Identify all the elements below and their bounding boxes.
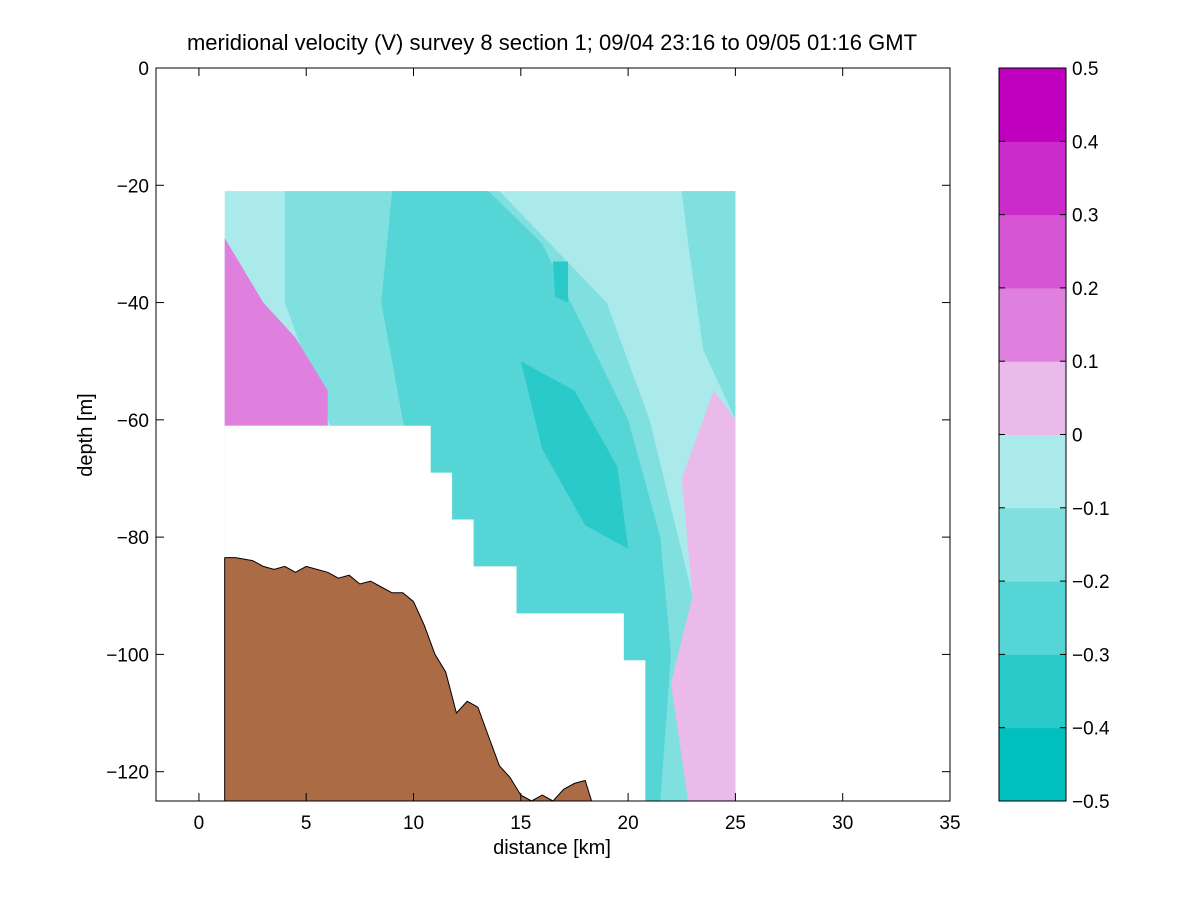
x-tick-label: 20 bbox=[618, 813, 639, 834]
colorbar-tick-label: 0.4 bbox=[1072, 132, 1099, 153]
y-tick-label: −100 bbox=[106, 645, 149, 666]
colorbar-swatch bbox=[999, 654, 1066, 729]
colorbar-tick-label: 0 bbox=[1072, 426, 1083, 447]
colorbar-swatch bbox=[999, 68, 1066, 142]
y-tick-label: −60 bbox=[117, 411, 149, 432]
colorbar-swatch bbox=[999, 141, 1066, 216]
contour-region bbox=[681, 191, 736, 420]
colorbar-tick-label: −0.5 bbox=[1072, 792, 1110, 813]
seafloor-outline bbox=[224, 557, 593, 801]
contour-field bbox=[224, 191, 736, 801]
colorbar-tick-label: 0.3 bbox=[1072, 206, 1098, 227]
y-tick-label: −120 bbox=[106, 763, 149, 784]
x-tick-label: 0 bbox=[194, 813, 205, 834]
colorbar-tick-label: −0.2 bbox=[1072, 572, 1110, 593]
x-tick-label: 10 bbox=[403, 813, 424, 834]
colorbar-swatch bbox=[999, 434, 1066, 509]
colorbar-swatch bbox=[999, 581, 1066, 655]
colorbar-swatch bbox=[999, 727, 1066, 802]
colorbar-swatch bbox=[999, 507, 1066, 582]
y-tick-label: −20 bbox=[117, 176, 149, 197]
colorbar-tick-label: 0.2 bbox=[1072, 279, 1098, 300]
colorbar-swatch bbox=[999, 361, 1066, 435]
chart-title: meridional velocity (V) survey 8 section… bbox=[187, 30, 917, 55]
colorbar-tick-label: −0.1 bbox=[1072, 499, 1110, 520]
y-tick-label: −40 bbox=[117, 294, 149, 315]
y-tick-label: −80 bbox=[117, 528, 149, 549]
colorbar-tick-label: 0.1 bbox=[1072, 352, 1098, 373]
x-axis-label: distance [km] bbox=[493, 837, 611, 859]
axes-box bbox=[155, 67, 951, 802]
axes: 0 5 10 15 20 25 30 35 0 −20 −40 −60 −80 −100 −120 bbox=[106, 59, 960, 834]
contour-region bbox=[520, 361, 629, 549]
y-tick-label: 0 bbox=[138, 59, 149, 80]
colorbar: 0.5 0.4 0.3 0.2 0.1 0 −0.1 −0.2 −0.3 −0.4 −0.5 bbox=[998, 59, 1110, 813]
x-tick-label: 5 bbox=[301, 813, 312, 834]
contour-region bbox=[224, 238, 328, 426]
colorbar-tick-label: −0.4 bbox=[1072, 719, 1110, 740]
colorbar-swatch bbox=[999, 214, 1066, 289]
x-tick-label: 30 bbox=[832, 813, 853, 834]
x-tick-label: 25 bbox=[725, 813, 746, 834]
plot-area bbox=[224, 191, 736, 801]
contour-region bbox=[553, 261, 568, 303]
colorbar-tick-label: −0.3 bbox=[1072, 645, 1110, 666]
colorbar-swatch bbox=[999, 287, 1066, 362]
contour-region bbox=[671, 390, 736, 801]
y-axis-label: depth [m] bbox=[75, 393, 97, 476]
x-tick-label: 35 bbox=[939, 813, 960, 834]
x-tick-label: 15 bbox=[510, 813, 531, 834]
colorbar-tick-label: 0.5 bbox=[1072, 59, 1098, 80]
seafloor-bathymetry bbox=[224, 557, 592, 801]
